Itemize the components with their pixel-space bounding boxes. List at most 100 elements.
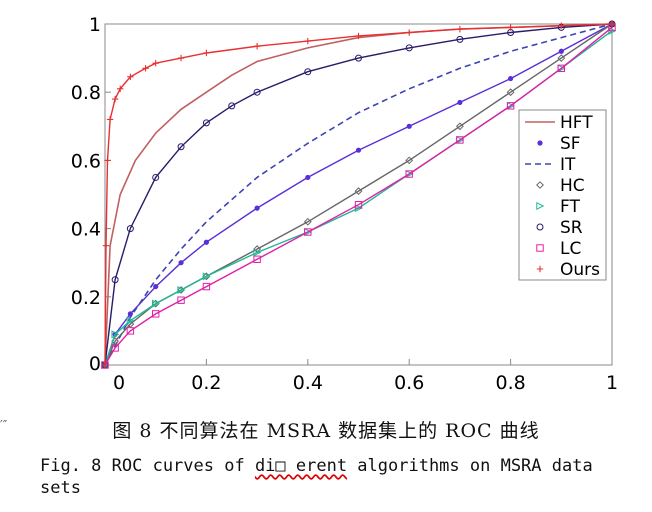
- point-ours: [101, 361, 109, 369]
- point-lc: [405, 170, 413, 178]
- series-it: [104, 23, 613, 366]
- point-lc: [304, 228, 312, 236]
- legend-label-ours: Ours: [560, 260, 600, 280]
- point-sr: [456, 35, 464, 43]
- y-tick-label: 1: [89, 14, 101, 36]
- axis-ticks: 0 0.2 0.4 0.6 0.8 1 0 0.2 0.4 0.6 0.8 1: [71, 14, 618, 394]
- point-ft: [111, 330, 120, 339]
- point-lc: [354, 201, 363, 209]
- point-ours: [104, 157, 111, 164]
- legend-label-hft: HFT: [560, 113, 593, 133]
- legend-swatch-lc: [536, 244, 544, 252]
- point-ft: [177, 285, 186, 294]
- legend-swatch-hc: [536, 181, 544, 189]
- margin-mark: ′″: [0, 418, 8, 432]
- y-tick-label: 0.4: [71, 219, 101, 241]
- point-hc: [506, 88, 515, 97]
- caption-english-glitch: di□ erent: [254, 456, 348, 476]
- legend-label-sr: SR: [560, 218, 583, 238]
- point-ours: [127, 73, 134, 81]
- y-tick-label: 0.6: [71, 150, 101, 172]
- legend-item-hft: HFT: [525, 113, 593, 133]
- caption-english-part1: Fig. 8 ROC curves of: [40, 456, 255, 476]
- point-ours: [406, 29, 413, 36]
- point-lc: [152, 310, 160, 318]
- point-sr: [228, 102, 236, 110]
- point-sf: [178, 260, 184, 266]
- x-tick-label: 0.6: [394, 372, 424, 394]
- legend-swatch-ft: [536, 201, 545, 211]
- point-ours: [304, 37, 311, 45]
- series-ours: [101, 20, 616, 369]
- point-ft: [152, 299, 161, 308]
- point-sf: [355, 147, 362, 153]
- series-sr: [101, 20, 616, 369]
- point-sf: [203, 239, 209, 245]
- point-ours: [355, 32, 362, 40]
- point-sf: [254, 205, 260, 211]
- point-sf: [508, 75, 514, 82]
- point-sr: [405, 44, 413, 52]
- roc-curves: [101, 20, 617, 370]
- legend-swatch-ours: [536, 265, 544, 273]
- point-ours: [203, 49, 210, 57]
- point-sr: [111, 276, 119, 284]
- point-lc: [253, 255, 261, 263]
- point-lc: [506, 102, 515, 110]
- legend-swatch-sf: [537, 140, 543, 146]
- point-hc: [405, 156, 414, 165]
- y-tick-label: 0: [89, 353, 101, 375]
- point-lc: [111, 344, 119, 352]
- point-ours: [456, 25, 464, 33]
- y-tick-label: 0.2: [71, 287, 101, 309]
- legend-label-ft: FT: [560, 197, 580, 217]
- point-sr: [152, 173, 160, 181]
- point-ours: [608, 20, 616, 28]
- caption-english: Fig. 8 ROC curves of di□ erent algorithm…: [40, 455, 620, 499]
- point-lc: [126, 327, 135, 335]
- series-lc: [101, 23, 616, 369]
- point-sf: [558, 48, 564, 54]
- series-line-it: [104, 23, 613, 366]
- point-sr: [177, 143, 185, 151]
- point-ours: [152, 60, 159, 67]
- point-hc: [455, 122, 464, 131]
- point-ours: [177, 54, 185, 62]
- caption-english-part2: algorithms on MSRA data sets: [40, 456, 593, 498]
- legend-item-sr: SR: [536, 218, 583, 238]
- legend-swatch-sr: [536, 223, 544, 231]
- point-ft: [202, 272, 211, 281]
- x-tick-label: 0.8: [495, 372, 525, 394]
- legend-label-hc: HC: [560, 176, 585, 196]
- point-hc: [557, 54, 566, 63]
- point-ours: [507, 24, 514, 31]
- point-sr: [202, 119, 210, 127]
- legend-box: [518, 109, 607, 281]
- point-ft: [253, 248, 262, 257]
- legend-item-lc: LC: [536, 239, 581, 259]
- legend-item-hc: HC: [536, 176, 585, 196]
- point-ft: [126, 316, 135, 325]
- roc-chart: 0 0.2 0.4 0.6 0.8 1 0 0.2 0.4 0.6 0.8 1 HFTSFITHCFT…: [71, 14, 618, 394]
- point-lc: [202, 282, 211, 291]
- point-ours: [253, 42, 261, 50]
- point-lc: [557, 64, 565, 73]
- point-ours: [111, 95, 119, 103]
- point-sr: [253, 88, 261, 96]
- point-ours: [558, 22, 565, 29]
- point-sf: [153, 283, 159, 290]
- point-sr: [126, 225, 134, 233]
- x-tick-label: 0.4: [293, 372, 323, 394]
- point-ours: [102, 242, 110, 249]
- legend-label-sf: SF: [560, 134, 581, 154]
- caption-chinese: 图 8 不同算法在 MSRA 数据集上的 ROC 曲线: [112, 420, 540, 442]
- point-sf: [127, 311, 133, 317]
- point-sr: [355, 54, 362, 62]
- legend-item-it: IT: [525, 155, 576, 175]
- point-sf: [305, 174, 311, 181]
- point-ours: [106, 116, 114, 123]
- series-line-sr: [104, 23, 613, 366]
- x-tick-label: 1: [606, 372, 618, 394]
- point-sf: [406, 123, 412, 129]
